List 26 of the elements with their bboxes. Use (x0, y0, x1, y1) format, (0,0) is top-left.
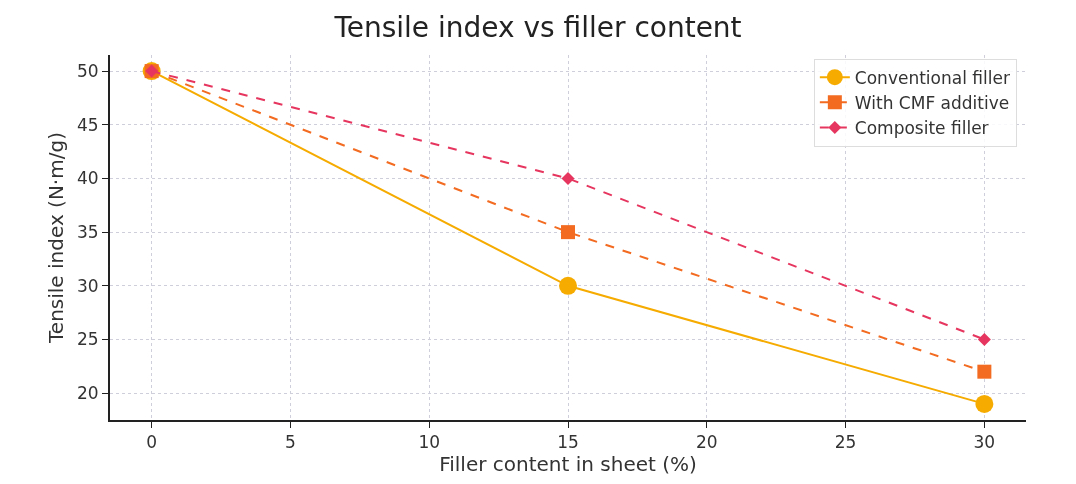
y-tick-label: 35 (76, 222, 99, 243)
x-tick-label: 20 (695, 432, 718, 453)
x-tick-label: 0 (146, 432, 158, 453)
x-tick-label: 5 (285, 432, 296, 453)
y-tick-label: 40 (76, 168, 99, 189)
point (975, 394, 994, 413)
point (977, 364, 992, 379)
x-tick-label: 25 (834, 432, 857, 453)
chart-title: Tensile index vs filler content (333, 10, 742, 44)
legend-label: Composite filler (854, 118, 989, 139)
y-tick-label: 45 (76, 114, 99, 135)
y-tick-label: 25 (76, 329, 99, 350)
y-tick-label: 20 (76, 383, 99, 404)
y-axis-title: Tensile index (N·m/g) (43, 132, 68, 344)
point (561, 225, 575, 240)
y-tick-label: 30 (76, 275, 99, 296)
point (561, 171, 575, 185)
y-tick-label: 50 (76, 61, 99, 82)
point (559, 276, 577, 295)
point (977, 332, 991, 346)
x-axis-title: Filler content in sheet (%) (439, 452, 697, 477)
legend-label: With CMF additive (854, 92, 1010, 113)
x-tick-label: 15 (557, 432, 579, 453)
x-tick-label: 30 (973, 432, 996, 453)
x-tick-label: 10 (418, 432, 441, 453)
legend-label: Conventional filler (854, 67, 1010, 88)
